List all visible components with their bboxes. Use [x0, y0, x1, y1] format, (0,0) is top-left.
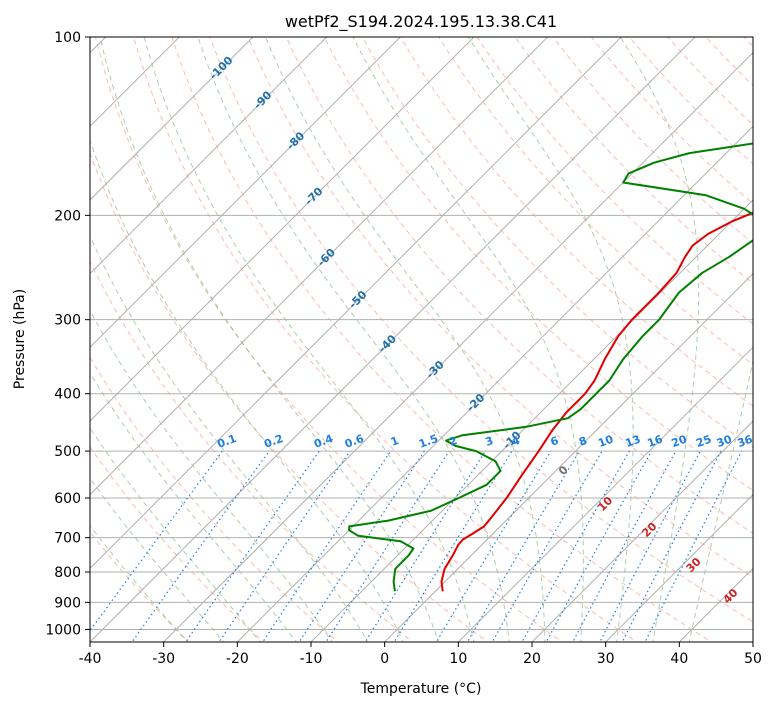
- moist-adiabat: [265, 37, 546, 642]
- mixing-ratio-line: [218, 450, 351, 642]
- mixing-ratio-label: 4: [510, 434, 522, 449]
- moist-adiabat: [143, 37, 475, 642]
- chart-title: wetPf2_S194.2024.195.13.38.C41: [285, 12, 557, 32]
- isotherm-line: [383, 272, 753, 642]
- x-tick-label: 50: [744, 651, 762, 667]
- isotherm-line: [236, 125, 753, 642]
- mixing-ratio-label: 8: [577, 434, 589, 449]
- x-tick-label: 10: [449, 651, 467, 667]
- mixing-ratio-label: 0.1: [216, 432, 239, 451]
- mixing-ratio-line: [644, 450, 743, 642]
- mixing-ratio-label: 36: [736, 433, 755, 451]
- isotherm-line: [90, 37, 623, 570]
- isotherm-line: [90, 37, 328, 275]
- x-tick-label: -20: [226, 651, 249, 667]
- y-tick-label: 900: [54, 595, 81, 611]
- x-tick-label: 20: [523, 651, 541, 667]
- mixing-ratio-label: 1.5: [417, 432, 440, 451]
- dry-adiabat: [133, 37, 638, 642]
- dry-adiabat: [209, 37, 753, 623]
- y-tick-label: 200: [54, 208, 81, 224]
- y-tick-label: 1000: [45, 622, 81, 638]
- isotherm-line: [90, 37, 402, 349]
- x-tick-label: 0: [380, 651, 389, 667]
- mixing-ratio-line: [521, 450, 631, 642]
- x-tick-label: 30: [597, 651, 615, 667]
- mixing-ratio-line: [262, 450, 392, 642]
- mixing-ratio-label: 6: [549, 434, 561, 449]
- mixing-ratio-line: [491, 450, 603, 642]
- mixing-ratio-line: [90, 450, 223, 632]
- y-axis: 100 200 300 400 500 600 700 800 900 1000: [45, 30, 90, 638]
- mixing-ratio-line: [325, 450, 450, 642]
- y-tick-label: 700: [54, 531, 81, 547]
- mixing-ratio-label: 10: [596, 433, 615, 451]
- background-lines: [90, 37, 753, 642]
- y-tick-label: 500: [54, 444, 81, 460]
- moist-adiabat: [90, 371, 297, 642]
- moist-adiabat: [352, 37, 584, 642]
- dry-adiabat: [171, 37, 713, 642]
- x-tick-label: -30: [152, 651, 175, 667]
- x-tick-label: -10: [300, 651, 323, 667]
- dry-adiabat: [323, 37, 753, 491]
- mixing-ratio-label: 0.2: [262, 432, 285, 451]
- moist-adiabat: [619, 37, 700, 642]
- mixing-ratio-label: 0.4: [312, 432, 335, 451]
- x-axis-title: Temperature (°C): [360, 681, 482, 697]
- x-axis: -40 -30 -20 -10 0 10 20 30 40 50: [79, 642, 762, 667]
- mixing-ratio-label: 20: [670, 433, 689, 451]
- y-tick-label: 400: [54, 387, 81, 403]
- x-tick-label: -40: [79, 651, 102, 667]
- isotherm-line: [531, 420, 753, 642]
- temperature-profile: [440, 211, 753, 592]
- mixing-ratio-label: 25: [694, 433, 713, 450]
- dry-adiabat: [285, 37, 753, 535]
- mixing-ratio-label: 3: [483, 434, 495, 449]
- mixing-ratio-line: [393, 450, 513, 642]
- mixing-ratio-label: 1: [389, 434, 401, 449]
- mixing-ratio-line: [298, 450, 425, 642]
- isotherm-line: [90, 37, 549, 496]
- y-tick-label: 600: [54, 491, 81, 507]
- mixing-ratio-label: 2: [447, 434, 459, 449]
- dry-adiabat: [90, 260, 414, 642]
- isotherm-line: [90, 37, 696, 642]
- moist-adiabat: [467, 37, 634, 642]
- y-tick-label: 800: [54, 565, 81, 581]
- x-tick-label: 40: [670, 651, 688, 667]
- mixing-ratio-label: 16: [646, 433, 665, 451]
- mixing-ratio-label: 13: [624, 433, 643, 450]
- isotherm-line: [90, 37, 254, 201]
- isotherm-line: [457, 346, 753, 642]
- mixing-ratio-line: [364, 450, 486, 642]
- isotherm-line: [604, 493, 753, 642]
- y-tick-label: 100: [54, 30, 81, 46]
- mixing-ratio-line: [466, 450, 580, 642]
- plot-frame: [89, 36, 754, 643]
- mixing-ratio-label: 30: [715, 433, 734, 451]
- isotherm-line: [162, 51, 753, 642]
- dry-adiabat: [90, 445, 265, 642]
- dewpoint-profile: [348, 142, 753, 592]
- mixing-ratio-label: 0.6: [343, 432, 366, 451]
- mixing-ratio-line: [435, 450, 552, 642]
- isotherm-line: [90, 37, 475, 422]
- dry-adiabat: [90, 531, 190, 642]
- y-axis-title: Pressure (hPa): [12, 289, 28, 389]
- y-tick-label: 300: [54, 313, 81, 329]
- mixing-ratio-line: [621, 450, 722, 642]
- profile-lines: [348, 142, 753, 592]
